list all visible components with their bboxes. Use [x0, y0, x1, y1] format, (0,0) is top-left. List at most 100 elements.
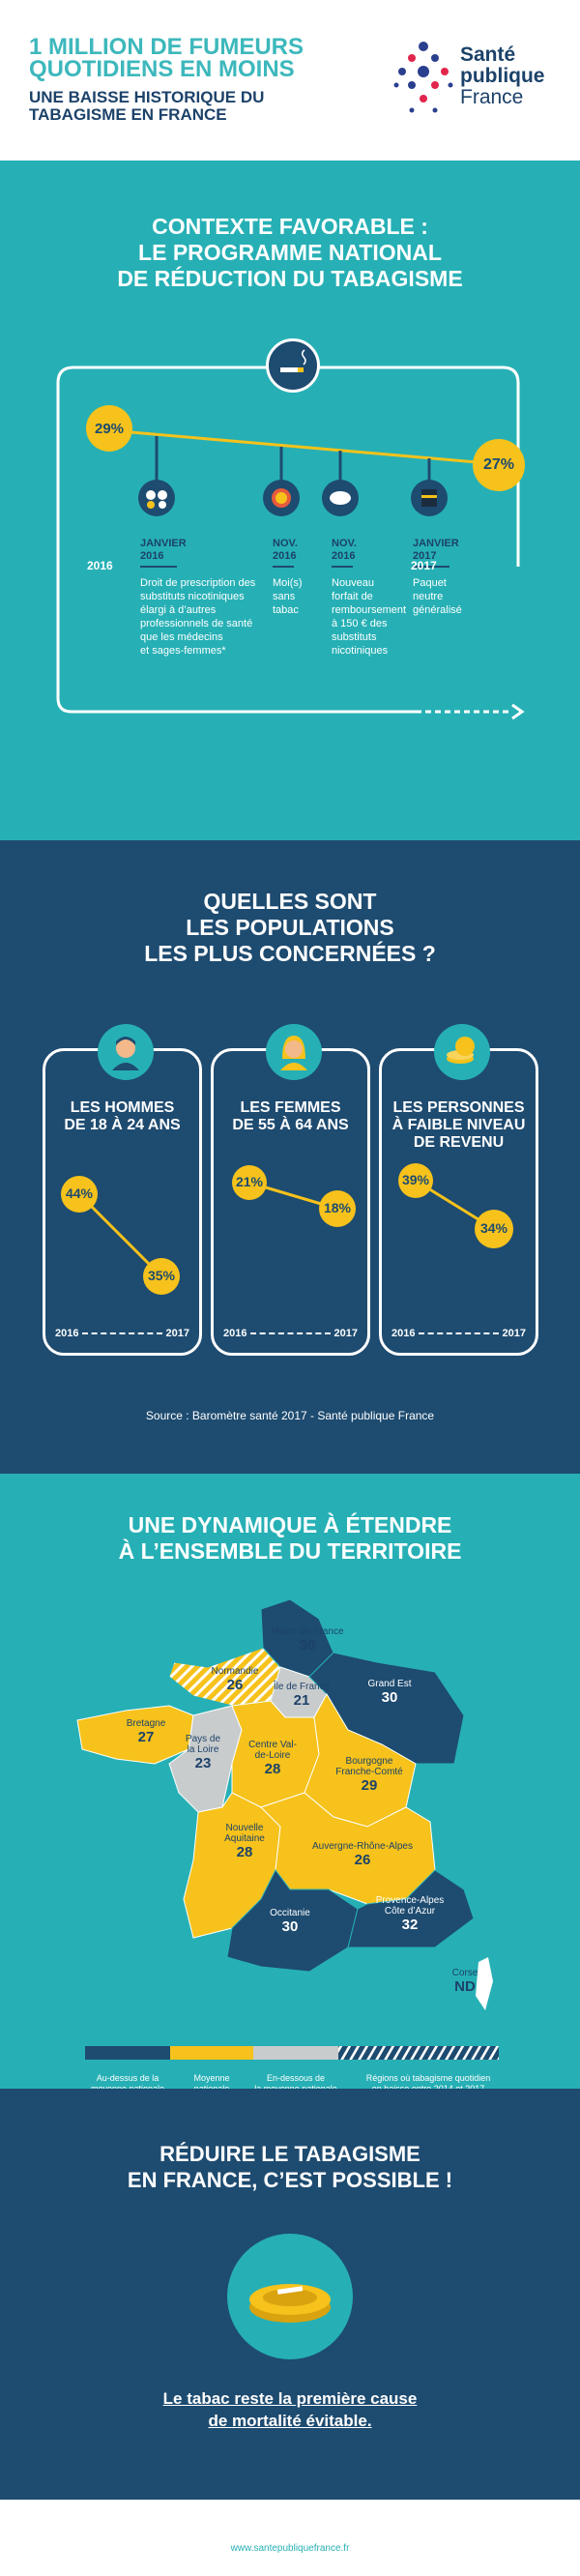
conclusion-title-line1: RÉDUIRE LE TABAGISME	[160, 2142, 420, 2166]
event-3-text-line: nicotiniques	[332, 645, 389, 657]
label-paca: Provence-Alpes Côte d’Azur 32	[371, 1895, 449, 1933]
event-4-text-line: Paquet	[413, 577, 447, 589]
header: 1 MILLION DE FUMEURS QUOTIDIENS EN MOINS…	[0, 0, 580, 161]
low-income-value-2016: 39%	[401, 1172, 430, 1187]
conclusion-text-line2[interactable]: de mortalité évitable.	[208, 2412, 372, 2430]
event-1-underline	[140, 566, 177, 568]
event-1-text-line: élargi à d’autres	[140, 604, 217, 616]
event-2-year: 2016	[273, 550, 297, 562]
event-4-underline	[413, 566, 450, 568]
conclusion-title-line2: EN FRANCE, C’EST POSSIBLE !	[127, 2168, 453, 2192]
women-value-2017: 18%	[323, 1200, 352, 1215]
event-3-text-line: à 150 € des	[332, 618, 388, 629]
event-4-month: JANVIER	[413, 538, 459, 549]
centre-value: 28	[264, 1761, 281, 1777]
subtitle-line1: UNE BAISSE HISTORIQUE DU	[29, 88, 265, 106]
populations-title-line1: QUELLES SONT	[203, 889, 377, 914]
population-card-low-income: LES PERSONNES À FAIBLE NIVEAU DE REVENU …	[379, 1024, 538, 1356]
event-2-underline	[273, 566, 294, 568]
logo-dots-icon	[393, 42, 453, 113]
event-4-text-line: généralisé	[413, 604, 462, 616]
men-year-end: 2017	[165, 1328, 189, 1339]
low-income-label-line1: LES PERSONNES	[392, 1099, 525, 1116]
event-3-date: NOV. 2016	[332, 538, 409, 563]
population-card-women-label: LES FEMMES DE 55 À 64 ANS	[214, 1099, 367, 1134]
sante-publique-france-logo[interactable]: Santé publique France	[392, 37, 557, 124]
legend-average-swatch	[170, 2046, 253, 2060]
region-corse	[476, 1957, 493, 2010]
pays-de-la-loire-name: Pays de la Loire	[185, 1734, 221, 1755]
legend-decrease-swatch	[338, 2046, 499, 2060]
label-bretagne: Bretagne 27	[107, 1718, 185, 1745]
start-rate-bubble: 29%	[86, 405, 132, 452]
women-trend	[232, 1165, 356, 1227]
paca-name: Provence-Alpes Côte d’Azur	[375, 1895, 445, 1917]
event-1-text-line: et sages-femmes*	[140, 645, 226, 657]
nouvelle-aquitaine-name: Nouvelle Aquitaine	[224, 1823, 265, 1844]
conclusion-section: RÉDUIRE LE TABAGISME EN FRANCE, C’EST PO…	[0, 2089, 580, 2500]
women-year-end: 2017	[334, 1328, 358, 1339]
men-year-start: 2016	[55, 1328, 79, 1339]
logo-word-publique: publique	[460, 65, 545, 87]
conclusion-text-line1[interactable]: Le tabac reste la première cause	[162, 2389, 418, 2408]
men-value-2017: 35%	[147, 1268, 176, 1283]
timeline-events	[0, 161, 580, 840]
logo-word-sante: Santé	[460, 44, 516, 66]
legend-above-line1: Au-dessus de la	[96, 2073, 160, 2083]
france-map	[76, 1598, 499, 2060]
event-3-text-line: forfait de	[332, 591, 373, 602]
pays-de-la-loire-value: 23	[194, 1755, 212, 1771]
context-title-line3: DE RÉDUCTION DU TABAGISME	[117, 266, 463, 291]
timeline-event-4: JANVIER 2017	[413, 538, 490, 563]
label-nouvelle-aquitaine: Nouvelle Aquitaine 28	[211, 1823, 278, 1860]
website-link[interactable]: www.santepubliquefrance.fr	[230, 2543, 350, 2554]
legend-below-swatch	[253, 2046, 338, 2060]
populations-section: QUELLES SONT LES POPULATIONS LES PLUS CO…	[0, 840, 580, 1474]
conclusion-text[interactable]: Le tabac reste la première cause de mort…	[0, 2387, 580, 2432]
men-label-line2: DE 18 À 24 ANS	[64, 1117, 181, 1133]
men-years-axis: 2016 2017	[55, 1328, 189, 1339]
event-2-text-line: tabac	[273, 604, 299, 616]
footer: www.santepubliquefrance.fr	[0, 2500, 580, 2576]
nouvelle-aquitaine-value: 28	[236, 1844, 253, 1860]
men-value-2016: 44%	[65, 1186, 94, 1201]
event-1-text-line: que les médecins	[140, 631, 223, 643]
legend-above-swatch	[85, 2046, 170, 2060]
event-2-description: Moi(s) sans tabac	[273, 576, 326, 617]
grand-est-name: Grand Est	[367, 1679, 412, 1689]
populations-title: QUELLES SONT LES POPULATIONS LES PLUS CO…	[0, 889, 580, 967]
populations-source: Source : Baromètre santé 2017 - Santé pu…	[145, 1409, 435, 1422]
label-pays-de-la-loire: Pays de la Loire 23	[181, 1734, 225, 1771]
ile-de-france-name: Île de France	[273, 1682, 331, 1692]
event-3-description: Nouveau forfait de remboursement à 150 €…	[332, 576, 411, 658]
low-income-trend	[398, 1163, 513, 1248]
low-income-value-2017: 34%	[479, 1220, 508, 1236]
label-bourgogne: Bourgogne Franche-Comté 29	[331, 1756, 408, 1794]
timeline-start-year: 2016	[87, 559, 113, 572]
label-corse: Corse ND	[446, 1968, 484, 1995]
timeline-event-3: NOV. 2016	[332, 538, 409, 563]
start-rate-value: 29%	[94, 420, 125, 437]
bretagne-value: 27	[137, 1729, 155, 1745]
context-section: CONTEXTE FAVORABLE : LE PROGRAMME NATION…	[0, 161, 580, 840]
legend-decrease-line1: Régions où tabagisme quotidien	[365, 2073, 491, 2083]
populations-title-line2: LES POPULATIONS	[186, 915, 394, 940]
territory-section: UNE DYNAMIQUE À ÉTENDRE À L’ENSEMBLE DU …	[0, 1474, 580, 2093]
legend-below-line1: En-dessous de	[266, 2073, 326, 2083]
end-rate-value: 27%	[482, 456, 515, 473]
timeline-event-2: NOV. 2016	[273, 538, 331, 563]
paca-value: 32	[401, 1917, 419, 1933]
end-rate-bubble: 27%	[473, 439, 525, 491]
territory-title: UNE DYNAMIQUE À ÉTENDRE À L’ENSEMBLE DU …	[0, 1512, 580, 1565]
women-label-line2: DE 55 À 64 ANS	[232, 1117, 349, 1133]
centre-name: Centre Val-de-Loire	[248, 1740, 297, 1761]
label-occitanie: Occitanie 30	[251, 1908, 329, 1935]
event-3-year: 2016	[332, 550, 356, 562]
occitanie-value: 30	[281, 1918, 299, 1935]
logo-word-france: France	[460, 86, 524, 108]
bourgogne-value: 29	[361, 1777, 378, 1794]
timeline-event-1: JANVIER 2016	[140, 538, 256, 563]
event-1-text-line: substituts nicotiniques	[140, 591, 245, 602]
label-ile-de-france: Île de France 21	[263, 1682, 340, 1709]
cigarette-icon	[266, 338, 320, 393]
